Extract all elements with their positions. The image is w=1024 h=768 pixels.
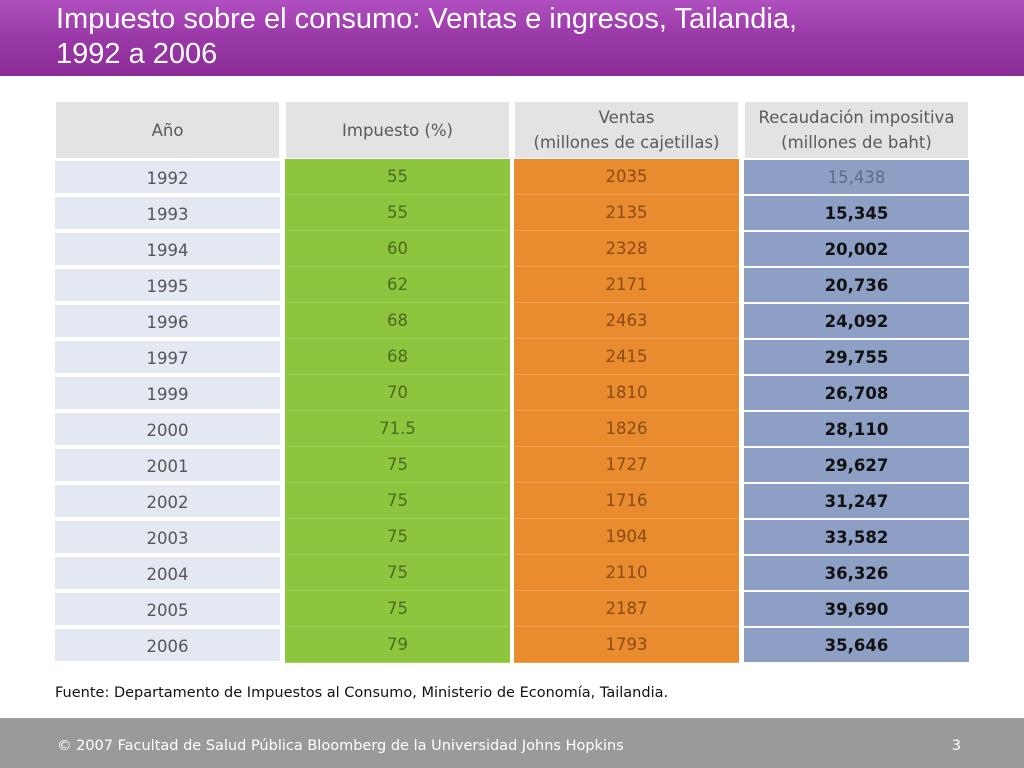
cell-revenue: 35,646 xyxy=(744,627,969,663)
header-revenue: Recaudación impositiva (millones de baht… xyxy=(744,101,969,159)
header-year: Año xyxy=(55,101,280,159)
cell-year: 2004 xyxy=(55,555,280,591)
cell-year: 1997 xyxy=(55,339,280,375)
cell-year: 1994 xyxy=(55,231,280,267)
cell-tax: 55 xyxy=(285,195,510,231)
header-sales: Ventas (millones de cajetillas) xyxy=(514,101,739,159)
header-tax-label: Impuesto (%) xyxy=(342,120,453,140)
cell-tax: 75 xyxy=(285,447,510,483)
cell-revenue: 33,582 xyxy=(744,519,969,555)
cell-revenue: 26,708 xyxy=(744,375,969,411)
cell-year: 2003 xyxy=(55,519,280,555)
slide-title-line-2: 1992 a 2006 xyxy=(56,38,218,70)
cell-sales: 2463 xyxy=(514,303,739,339)
cell-year: 2002 xyxy=(55,483,280,519)
cell-tax: 60 xyxy=(285,231,510,267)
cell-sales: 2135 xyxy=(514,195,739,231)
page-number: 3 xyxy=(951,738,961,754)
cell-tax: 79 xyxy=(285,627,510,663)
cell-sales: 1810 xyxy=(514,375,739,411)
header-sales-label: Ventas xyxy=(598,108,655,127)
cell-tax: 70 xyxy=(285,375,510,411)
source-note: Fuente: Departamento de Impuestos al Con… xyxy=(55,685,669,701)
cell-sales: 1793 xyxy=(514,627,739,663)
cell-sales: 2415 xyxy=(514,339,739,375)
data-table: Año 1992 1993 1994 1995 1996 1997 1999 2000 2001… xyxy=(55,101,970,663)
cell-sales: 2187 xyxy=(514,591,739,627)
column-revenue: Recaudación impositiva (millones de baht… xyxy=(744,101,969,663)
cell-tax: 75 xyxy=(285,591,510,627)
slide-title: Impuesto sobre el consumo: Ventas e ingr… xyxy=(56,2,956,72)
cell-revenue: 15,345 xyxy=(744,195,969,231)
header-revenue-unit: (millones de baht) xyxy=(781,133,932,152)
cell-year: 1992 xyxy=(55,159,280,195)
cell-tax: 71.5 xyxy=(285,411,510,447)
cell-revenue: 28,110 xyxy=(744,411,969,447)
cell-sales: 2035 xyxy=(514,159,739,195)
footer-copyright: © 2007 Facultad de Salud Pública Bloombe… xyxy=(57,738,624,754)
column-year-body: 1992 1993 1994 1995 1996 1997 1999 2000 2001 2002… xyxy=(55,159,280,663)
header-year-label: Año xyxy=(151,120,184,140)
cell-tax: 68 xyxy=(285,339,510,375)
cell-year: 1993 xyxy=(55,195,280,231)
header-sales-unit: (millones de cajetillas) xyxy=(533,133,720,152)
column-sales-body: 2035 2135 2328 2171 2463 2415 1810 1826 1727 1716… xyxy=(514,159,739,663)
cell-revenue: 39,690 xyxy=(744,591,969,627)
footer-bar xyxy=(0,718,1024,768)
cell-sales: 1727 xyxy=(514,447,739,483)
cell-year: 2000 xyxy=(55,411,280,447)
cell-year: 1996 xyxy=(55,303,280,339)
cell-tax: 68 xyxy=(285,303,510,339)
cell-year: 2006 xyxy=(55,627,280,663)
column-year: Año 1992 1993 1994 1995 1996 1997 1999 2000 2001… xyxy=(55,101,280,663)
cell-revenue: 29,627 xyxy=(744,447,969,483)
cell-sales: 2171 xyxy=(514,267,739,303)
cell-revenue: 24,092 xyxy=(744,303,969,339)
cell-tax: 55 xyxy=(285,159,510,195)
cell-tax: 62 xyxy=(285,267,510,303)
cell-revenue: 29,755 xyxy=(744,339,969,375)
cell-sales: 1826 xyxy=(514,411,739,447)
cell-sales: 1716 xyxy=(514,483,739,519)
slide-title-line-1: Impuesto sobre el consumo: Ventas e ingr… xyxy=(56,3,798,35)
cell-year: 2001 xyxy=(55,447,280,483)
header-revenue-label: Recaudación impositiva xyxy=(758,108,955,127)
column-tax: Impuesto (%) 55 55 60 62 68 68 70 71.5 75 75 75 75 7… xyxy=(285,101,510,663)
cell-revenue: 36,326 xyxy=(744,555,969,591)
cell-revenue: 31,247 xyxy=(744,483,969,519)
cell-sales: 2328 xyxy=(514,231,739,267)
column-revenue-body: 15,438 15,345 20,002 20,736 24,092 29,755 26,7… xyxy=(744,159,969,663)
title-bar xyxy=(0,0,1024,76)
cell-revenue: 20,736 xyxy=(744,267,969,303)
cell-tax: 75 xyxy=(285,483,510,519)
cell-year: 1999 xyxy=(55,375,280,411)
cell-year: 1995 xyxy=(55,267,280,303)
header-tax: Impuesto (%) xyxy=(285,101,510,159)
cell-revenue: 15,438 xyxy=(744,159,969,195)
cell-revenue: 20,002 xyxy=(744,231,969,267)
cell-sales: 1904 xyxy=(514,519,739,555)
column-sales: Ventas (millones de cajetillas) 2035 2135… xyxy=(514,101,739,663)
cell-year: 2005 xyxy=(55,591,280,627)
cell-tax: 75 xyxy=(285,519,510,555)
cell-tax: 75 xyxy=(285,555,510,591)
cell-sales: 2110 xyxy=(514,555,739,591)
column-tax-body: 55 55 60 62 68 68 70 71.5 75 75 75 75 75 79 xyxy=(285,159,510,663)
